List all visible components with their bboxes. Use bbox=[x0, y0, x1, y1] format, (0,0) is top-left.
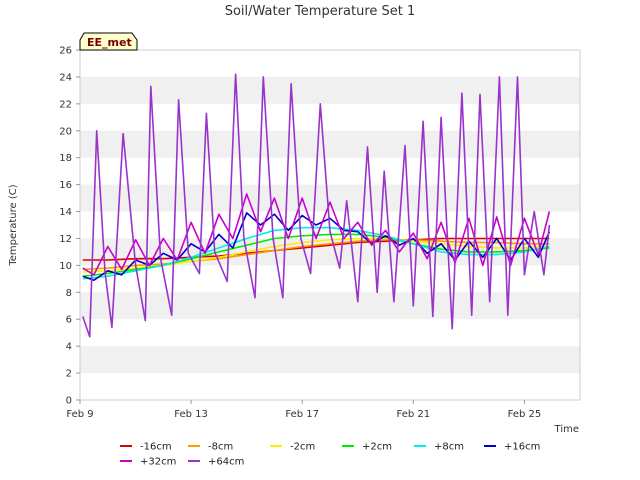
legend-label: +8cm bbox=[434, 442, 464, 453]
grid-band bbox=[80, 346, 580, 374]
legend: -16cm -8cm -2cm +2cm +8cm +16cm +32cm +64cm bbox=[120, 442, 540, 468]
series-line-minus8cm bbox=[82, 239, 550, 271]
y-tick-label: 22 bbox=[59, 99, 72, 110]
y-tick-label: 12 bbox=[59, 234, 72, 245]
y-tick-label: 20 bbox=[59, 126, 72, 137]
legend-label: +16cm bbox=[504, 442, 540, 453]
x-tick-label: Feb 17 bbox=[285, 409, 319, 420]
x-axis-ticks: Feb 9 Feb 13 Feb 17 Feb 21 Feb 25 bbox=[66, 400, 541, 420]
site-tag: EE_met bbox=[79, 32, 138, 51]
y-axis-title: Temperature (C) bbox=[8, 184, 19, 266]
y-tick-label: 0 bbox=[66, 396, 72, 407]
legend-label: -8cm bbox=[208, 442, 233, 453]
legend-label: +32cm bbox=[140, 457, 176, 468]
y-tick-label: 2 bbox=[66, 369, 72, 380]
x-tick-label: Feb 21 bbox=[397, 409, 431, 420]
series-line-plus32cm bbox=[82, 193, 551, 276]
y-tick-label: 24 bbox=[59, 72, 72, 83]
x-tick-label: Feb 13 bbox=[174, 409, 208, 420]
series-line-minus16cm bbox=[82, 237, 550, 261]
grid-band bbox=[80, 292, 580, 320]
y-tick-label: 10 bbox=[59, 261, 72, 272]
site-tag-label: EE_met bbox=[87, 36, 132, 49]
legend-label: +2cm bbox=[362, 442, 392, 453]
y-tick-label: 16 bbox=[59, 180, 72, 191]
series-lines bbox=[82, 73, 551, 338]
legend-label: +64cm bbox=[208, 457, 244, 468]
y-tick-label: 4 bbox=[66, 342, 72, 353]
y-tick-label: 26 bbox=[59, 46, 72, 57]
legend-label: -16cm bbox=[140, 442, 172, 453]
y-tick-label: 6 bbox=[66, 315, 72, 326]
x-tick-label: Feb 25 bbox=[508, 409, 542, 420]
legend-label: -2cm bbox=[290, 442, 315, 453]
chart-title: Soil/Water Temperature Set 1 bbox=[225, 4, 416, 19]
plot-area bbox=[79, 49, 581, 401]
y-tick-label: 14 bbox=[59, 207, 72, 218]
x-axis-title: Time bbox=[554, 424, 579, 435]
y-tick-label: 18 bbox=[59, 153, 72, 164]
grid-band bbox=[80, 184, 580, 212]
y-tick-label: 8 bbox=[66, 288, 72, 299]
grid-band bbox=[80, 76, 580, 104]
x-tick-label: Feb 9 bbox=[66, 409, 93, 420]
series-line-plus64cm bbox=[82, 73, 551, 338]
